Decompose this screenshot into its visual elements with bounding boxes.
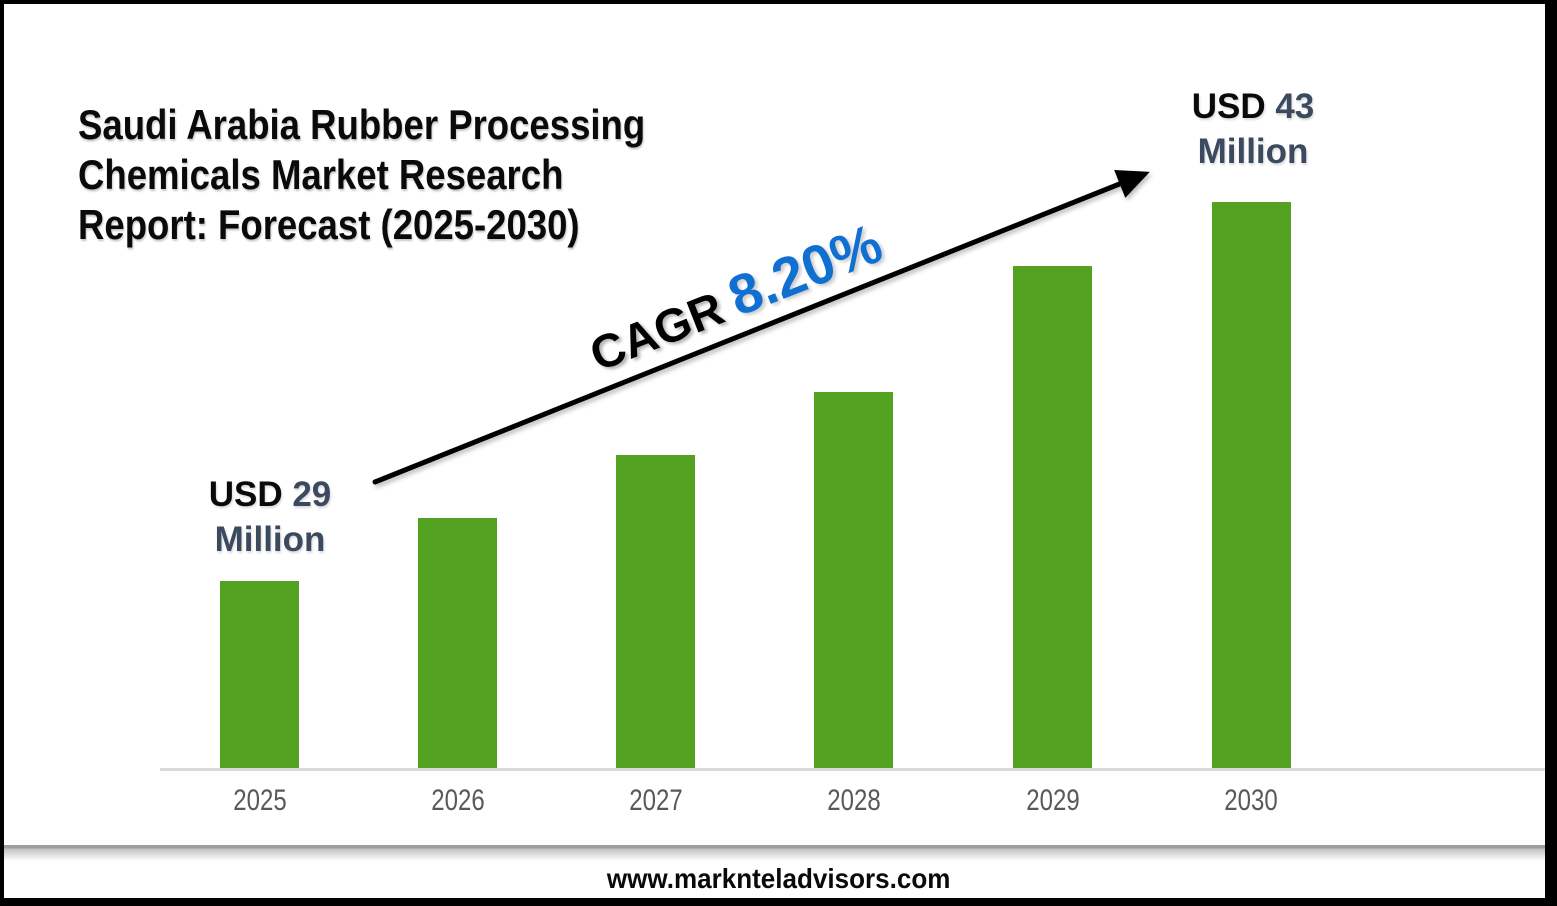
website-text: www.marknteladvisors.com <box>606 863 951 894</box>
value-label-2025-unit: Million <box>214 520 326 559</box>
chart-title-line1: Saudi Arabia Rubber Processing <box>78 101 646 148</box>
value-label-2030-currency: USD <box>1191 87 1266 126</box>
value-label-2025-currency: USD <box>208 475 283 514</box>
x-axis-label-2026: 2026 <box>430 784 485 817</box>
frame-border-right <box>1545 0 1557 906</box>
value-label-2030: USD 43 Million <box>1168 84 1338 174</box>
footer-divider-shadow <box>0 845 1557 861</box>
x-axis-label-2028: 2028 <box>826 784 881 817</box>
x-axis-label-2027: 2027 <box>628 784 683 817</box>
bar-2029 <box>1013 266 1092 768</box>
value-label-2030-number: 43 <box>1275 87 1315 126</box>
bar-2026 <box>418 518 497 768</box>
bar-2025 <box>220 581 299 768</box>
footer: www.marknteladvisors.com <box>0 860 1557 898</box>
bar-2028 <box>814 392 893 768</box>
value-label-2025: USD 29 Million <box>185 472 355 562</box>
x-axis-baseline <box>160 768 1545 771</box>
value-label-2025-number: 29 <box>292 475 332 514</box>
frame-border-left <box>0 0 4 906</box>
value-label-2030-unit: Million <box>1197 132 1309 171</box>
bar-2027 <box>616 455 695 768</box>
x-axis-label-2029: 2029 <box>1025 784 1080 817</box>
x-axis-label-2025: 2025 <box>232 784 287 817</box>
x-axis-label-2030: 2030 <box>1224 784 1278 817</box>
bar-2030 <box>1211 202 1291 768</box>
frame-border-bottom <box>0 898 1557 906</box>
frame-border-top <box>0 0 1557 4</box>
